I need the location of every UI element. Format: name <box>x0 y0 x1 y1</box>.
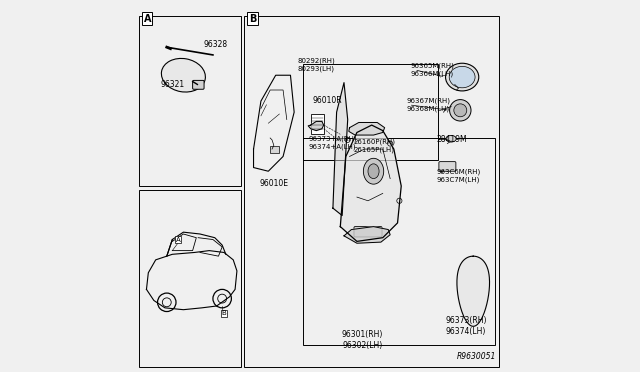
Ellipse shape <box>449 66 475 88</box>
Ellipse shape <box>446 135 456 142</box>
Text: 96010R: 96010R <box>312 96 342 105</box>
Text: 96367M(RH)
96368M(LH): 96367M(RH) 96368M(LH) <box>407 97 451 112</box>
Text: R9630051: R9630051 <box>457 352 497 361</box>
FancyBboxPatch shape <box>193 80 204 89</box>
Text: B: B <box>221 310 227 316</box>
Text: 26160P(RH)
26165P(LH): 26160P(RH) 26165P(LH) <box>353 138 396 153</box>
Ellipse shape <box>449 100 471 121</box>
Text: 80292(RH)
80293(LH): 80292(RH) 80293(LH) <box>298 57 335 71</box>
Bar <box>139 16 241 186</box>
Bar <box>311 114 324 134</box>
Bar <box>244 16 499 367</box>
Polygon shape <box>344 227 390 243</box>
Text: 28419M: 28419M <box>436 135 467 144</box>
Polygon shape <box>340 125 401 241</box>
Text: A: A <box>175 237 180 243</box>
Ellipse shape <box>364 158 384 184</box>
Text: 96373+A(RH)
96374+A(LH): 96373+A(RH) 96374+A(LH) <box>308 135 357 150</box>
Text: B: B <box>249 14 256 24</box>
Text: 96373(RH)
96374(LH): 96373(RH) 96374(LH) <box>445 316 486 336</box>
Text: 963C6M(RH)
963C7M(LH): 963C6M(RH) 963C7M(LH) <box>436 168 481 183</box>
Text: 96301(RH)
96302(LH): 96301(RH) 96302(LH) <box>342 330 383 350</box>
FancyBboxPatch shape <box>439 161 456 171</box>
Ellipse shape <box>445 63 479 91</box>
Bar <box>303 64 438 160</box>
Ellipse shape <box>454 104 467 117</box>
Ellipse shape <box>161 58 205 92</box>
Bar <box>270 146 280 153</box>
Polygon shape <box>333 83 348 215</box>
Text: 96328: 96328 <box>204 41 228 49</box>
Polygon shape <box>457 256 490 326</box>
Polygon shape <box>308 121 324 131</box>
FancyBboxPatch shape <box>354 227 382 237</box>
Text: 96365M(RH)
96366M(LH): 96365M(RH) 96366M(LH) <box>410 62 454 77</box>
Text: 96010E: 96010E <box>259 179 289 187</box>
Bar <box>139 190 241 367</box>
Bar <box>303 138 495 345</box>
Text: 96321: 96321 <box>161 80 184 89</box>
Polygon shape <box>349 122 385 135</box>
Ellipse shape <box>368 164 379 179</box>
Text: A: A <box>143 14 151 24</box>
